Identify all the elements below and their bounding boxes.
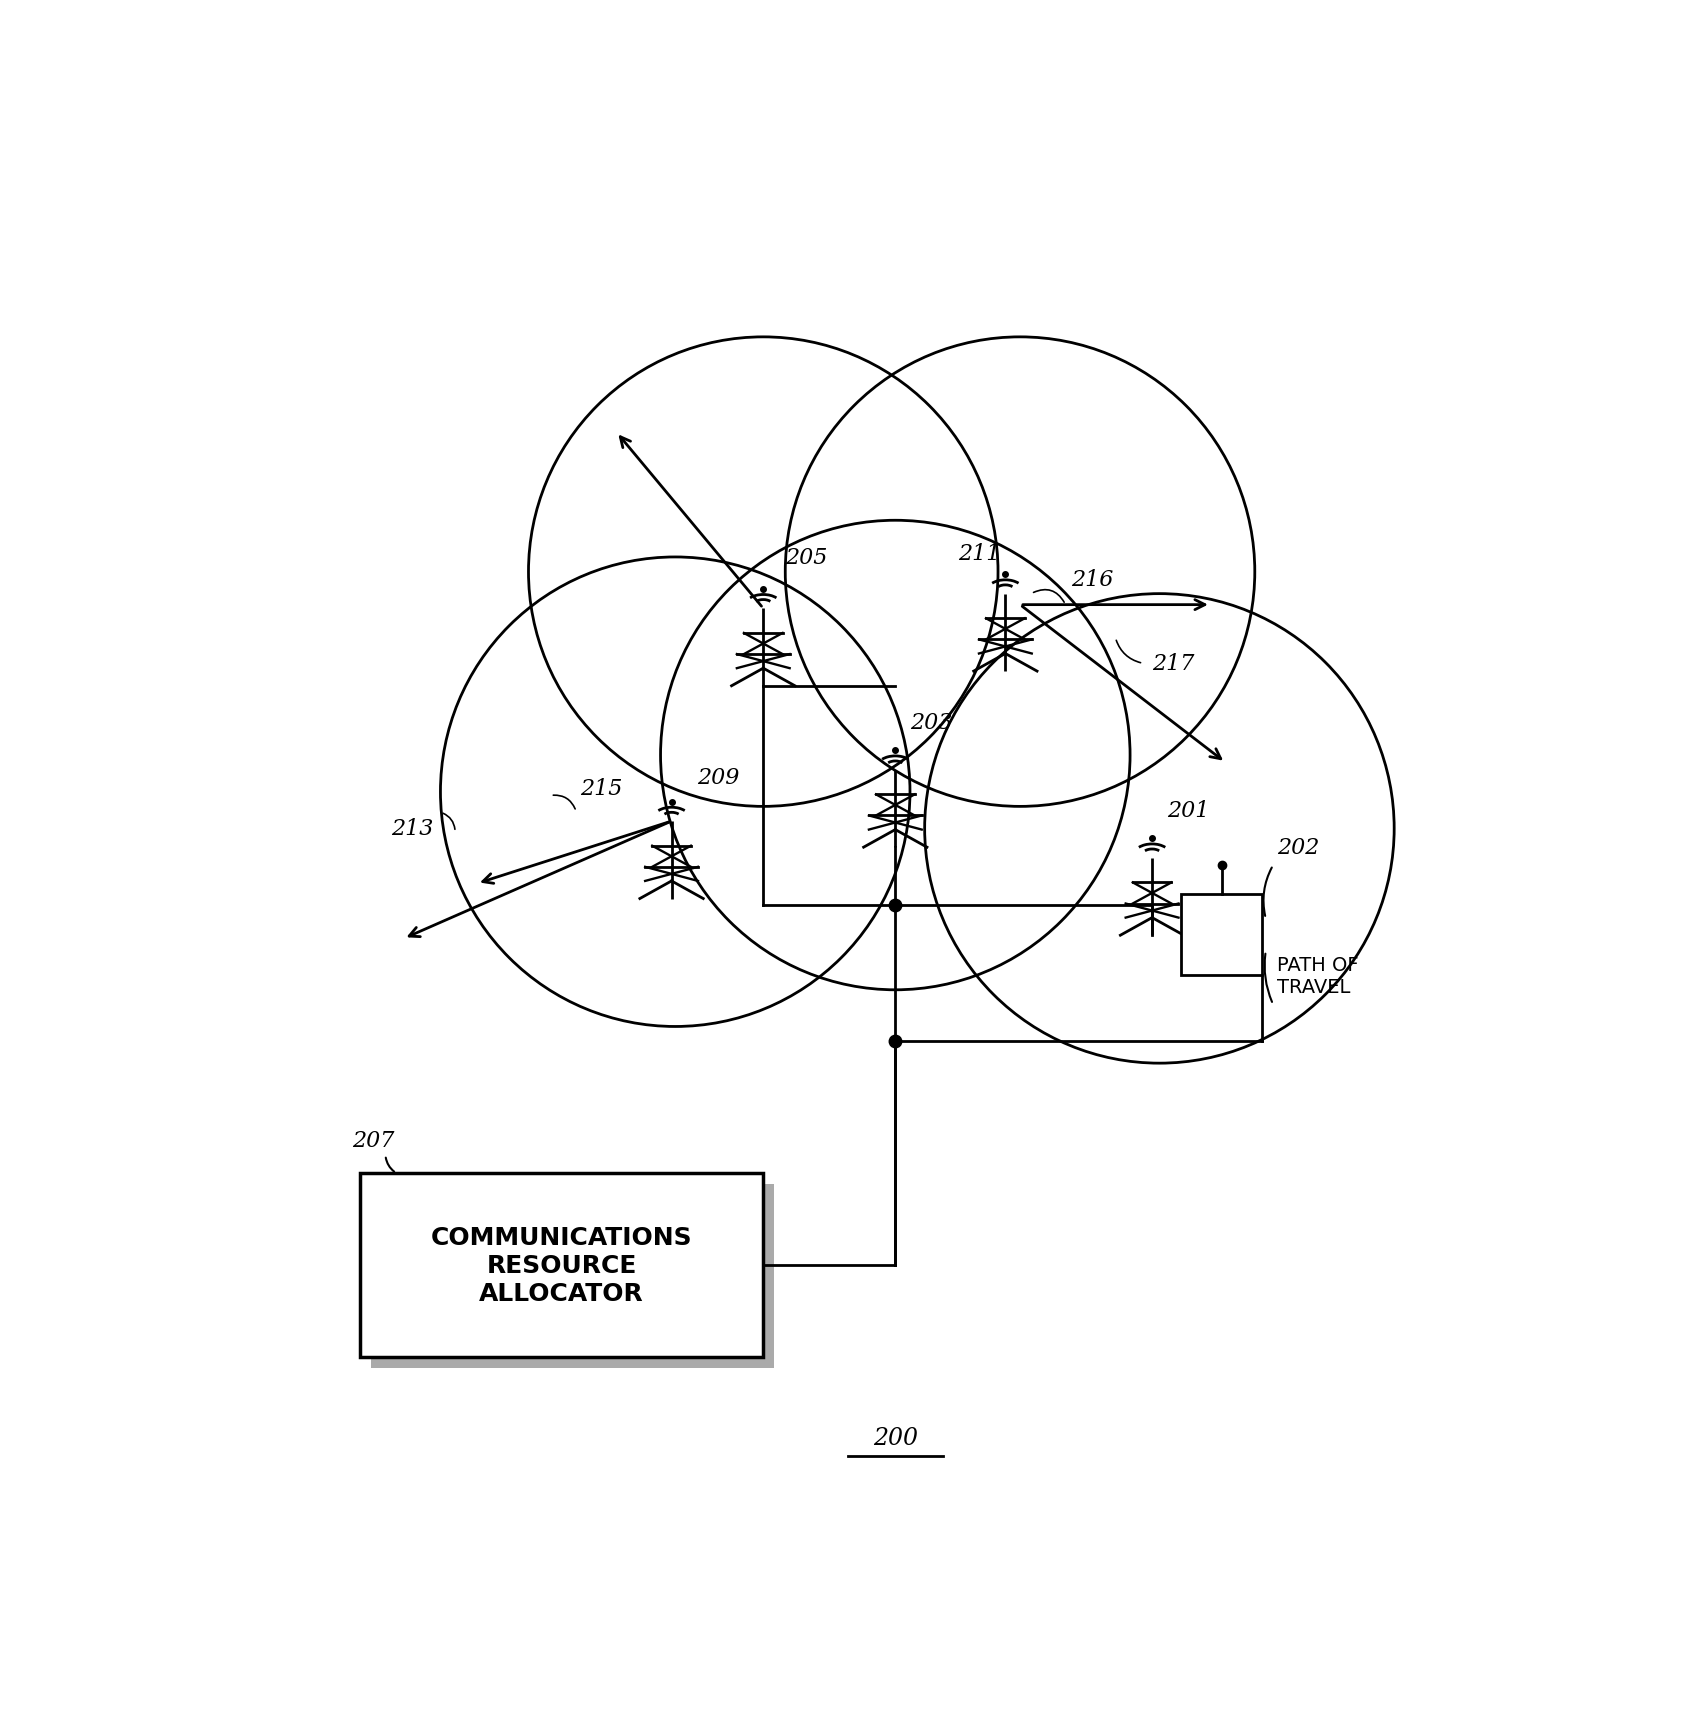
Text: 217: 217 [1152, 653, 1195, 675]
Text: 207: 207 [353, 1130, 395, 1152]
Text: COMMUNICATIONS
RESOURCE
ALLOCATOR: COMMUNICATIONS RESOURCE ALLOCATOR [431, 1226, 692, 1304]
Text: 209: 209 [697, 766, 740, 788]
Text: 200: 200 [872, 1426, 918, 1448]
Text: 203: 203 [910, 711, 953, 734]
Text: 201: 201 [1167, 800, 1210, 821]
Text: 211: 211 [958, 543, 1000, 566]
Text: 213: 213 [390, 818, 433, 840]
Bar [360, 1174, 763, 1357]
Text: PATH OF
TRAVEL: PATH OF TRAVEL [1276, 955, 1358, 996]
Text: 215: 215 [579, 778, 622, 799]
Text: 216: 216 [1072, 569, 1114, 591]
Text: 202: 202 [1276, 836, 1319, 859]
Bar [1181, 895, 1263, 975]
Text: 205: 205 [786, 547, 828, 569]
Bar [371, 1184, 774, 1368]
